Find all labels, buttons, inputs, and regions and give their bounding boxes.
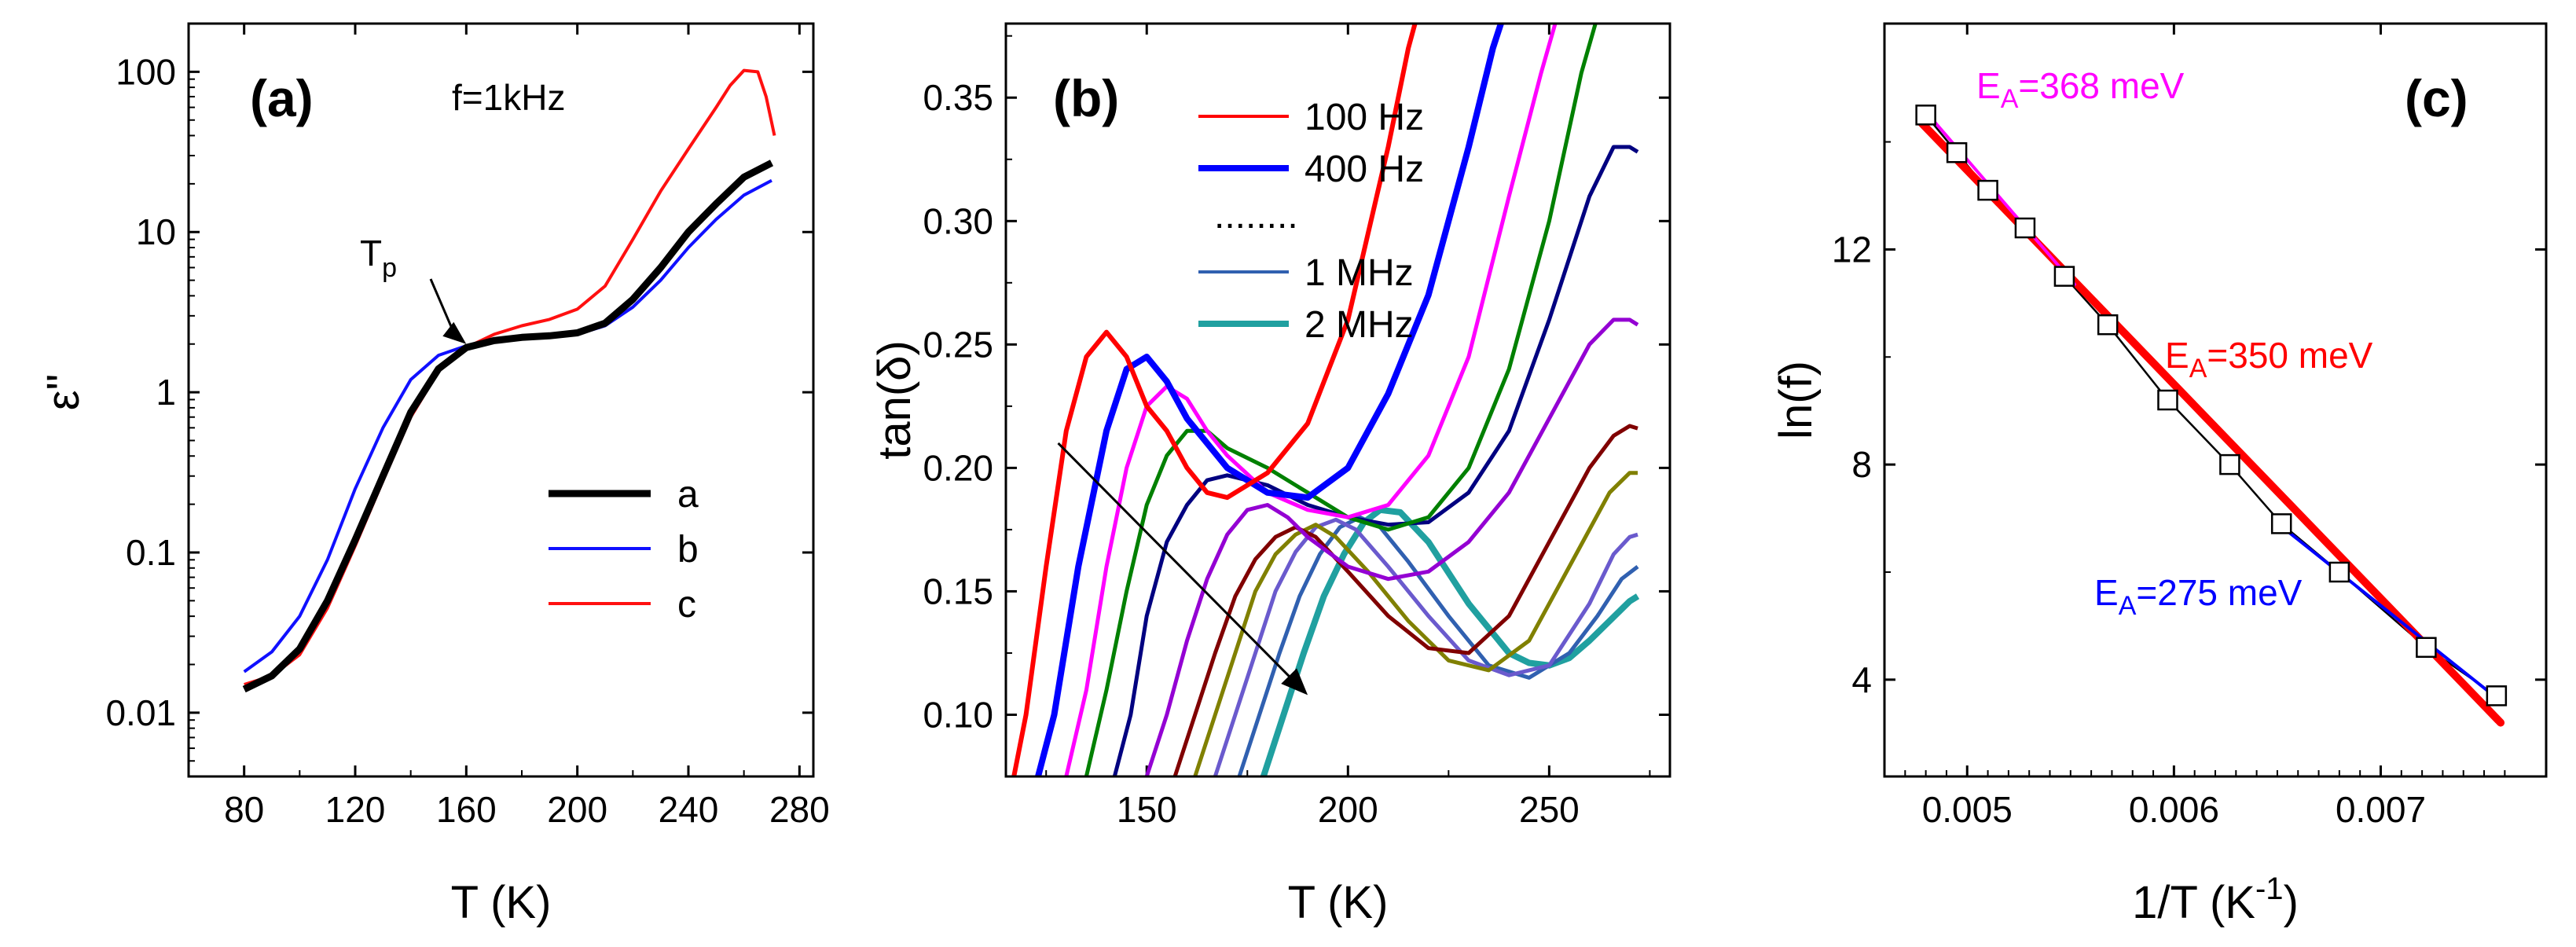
x-axis-label: T (K) xyxy=(1288,877,1389,928)
legend-label: 400 Hz xyxy=(1305,149,1424,190)
data-point xyxy=(1977,179,1998,201)
y-tick-label: 0.15 xyxy=(923,571,993,611)
panel-a: 80 120 160 200 240 280 0.01 0.1 1 10 100 T (K) ε" (a)… xyxy=(38,22,830,928)
x-tick-label: 150 xyxy=(1117,789,1177,830)
tp-arrowhead xyxy=(442,321,467,344)
x-tick-label: 160 xyxy=(436,789,497,830)
panel-label: (c) xyxy=(2405,69,2468,127)
y-tick-label: 8 xyxy=(1851,444,1872,485)
tp-label-sub: p xyxy=(382,253,397,283)
series-line-400 Hz xyxy=(1035,24,1505,776)
series-line-f8 xyxy=(1193,471,1638,776)
y-tick-label: 4 xyxy=(1851,659,1872,700)
series-line-f4 xyxy=(1084,24,1598,776)
y-tick-label: 1 xyxy=(156,372,176,413)
y-tick-label: 100 xyxy=(116,51,176,92)
y-tick-label: 0.01 xyxy=(105,692,176,733)
plot-frame xyxy=(1004,22,1671,778)
data-point xyxy=(2097,314,2119,336)
x-axis-label-end: ) xyxy=(2284,877,2299,928)
series-line-f3 xyxy=(1064,24,1558,776)
trend-arrow-line xyxy=(1057,442,1298,685)
fit-label-sub: A xyxy=(2189,354,2207,384)
legend-label-c: c xyxy=(677,584,696,626)
data-point xyxy=(2014,217,2036,239)
data-point xyxy=(2270,513,2292,534)
tp-label-main: T xyxy=(360,233,382,273)
panel-b: 150 200 250 0.10 0.15 0.20 0.25 0.30 0.35 100 Hz 4… xyxy=(869,22,1671,928)
y-tick-label: 0.20 xyxy=(923,447,993,488)
x-tick-label: 200 xyxy=(1318,789,1378,830)
fit-label-rest: =368 meV xyxy=(2018,65,2184,106)
series-line-f7 xyxy=(1172,424,1638,776)
x-tick-label: 200 xyxy=(547,789,607,830)
trend-arrowhead xyxy=(1281,668,1308,696)
fit-label-rest: =350 meV xyxy=(2207,335,2372,376)
legend-label-a: a xyxy=(677,474,699,516)
y-axis-label: tan(δ) xyxy=(869,340,920,460)
legend-ellipsis: ........ xyxy=(1214,195,1298,237)
legend-label: 2 MHz xyxy=(1305,304,1414,346)
y-tick-label: 10 xyxy=(136,211,176,252)
fit-label-main: E xyxy=(1976,65,2001,106)
x-tick-label: 240 xyxy=(659,789,719,830)
series-line-2 MHz xyxy=(1260,506,1640,776)
data-point xyxy=(1946,141,1968,163)
fit-line-2 xyxy=(2280,524,2503,703)
data-point xyxy=(2053,266,2075,287)
fit-label-sub: A xyxy=(2001,84,2019,114)
fit-label-sub: A xyxy=(2119,591,2137,621)
data-point xyxy=(2416,637,2437,659)
data-point xyxy=(2219,453,2240,475)
series-line-f5 xyxy=(1112,145,1639,776)
y-axis-label: ln(f) xyxy=(1771,361,1822,439)
legend-label: 100 Hz xyxy=(1305,97,1424,138)
series-line-1 MHz xyxy=(1237,515,1639,776)
x-tick-label: 250 xyxy=(1519,789,1580,830)
panel-label: (b) xyxy=(1053,69,1119,127)
y-tick-label: 0.25 xyxy=(923,324,993,365)
data-point xyxy=(1915,105,1936,126)
y-tick-label: 12 xyxy=(1832,229,1872,270)
legend-label: 1 MHz xyxy=(1305,252,1414,294)
x-tick-label: 80 xyxy=(224,789,264,830)
y-tick-label: 0.30 xyxy=(923,200,993,241)
y-tick-label: 0.10 xyxy=(923,694,993,735)
x-axis-label-main: 1/T (K xyxy=(2132,877,2255,928)
x-tick-label: 0.005 xyxy=(1922,789,2013,830)
data-point xyxy=(2157,389,2178,411)
tp-label: Tp xyxy=(360,233,397,283)
fit-label-0: EA=350 meV xyxy=(2165,335,2373,384)
legend-label-b: b xyxy=(677,529,699,571)
fit-label-rest: =275 meV xyxy=(2136,572,2302,613)
x-axis-label: T (K) xyxy=(451,877,552,928)
fit-label-2: EA=275 meV xyxy=(2094,572,2303,621)
y-axis-label: ε" xyxy=(38,374,89,410)
fit-label-1: EA=368 meV xyxy=(1976,65,2185,114)
series-line-f9 xyxy=(1213,517,1638,776)
x-tick-label: 0.007 xyxy=(2336,789,2426,830)
series-line-f6 xyxy=(1144,318,1639,776)
x-tick-label: 280 xyxy=(769,789,830,830)
x-axis-label: 1/T (K-1) xyxy=(2132,872,2299,928)
x-axis-label-sup: -1 xyxy=(2255,872,2284,906)
panel-label: (a) xyxy=(250,69,314,127)
x-tick-label: 120 xyxy=(325,789,386,830)
series-line-100 Hz xyxy=(1011,24,1418,776)
y-tick-label: 0.35 xyxy=(923,77,993,118)
x-tick-label: 0.006 xyxy=(2129,789,2219,830)
series-group xyxy=(1011,24,1640,776)
fit-label-main: E xyxy=(2094,572,2119,613)
frequency-annotation: f=1kHz xyxy=(452,77,565,118)
fit-label-main: E xyxy=(2165,335,2189,376)
y-tick-label: 0.1 xyxy=(126,532,176,573)
series-line-a xyxy=(242,160,774,693)
data-point xyxy=(2486,685,2508,707)
data-point xyxy=(2328,561,2350,583)
